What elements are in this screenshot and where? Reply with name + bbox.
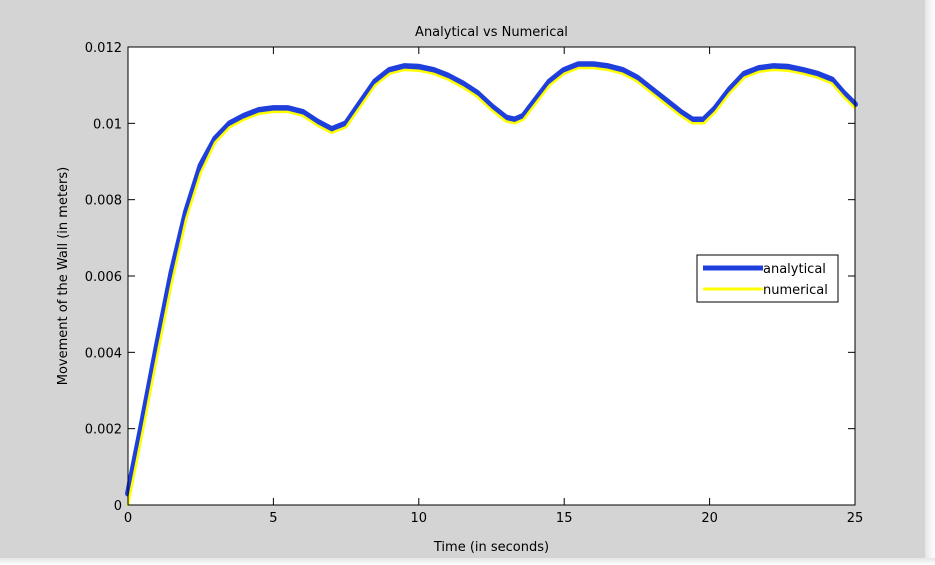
y-tick-label-5: 0.01 — [93, 117, 122, 132]
y-axis-label: Movement of the Wall (in meters) — [56, 167, 71, 385]
window-shadow-right — [925, 0, 935, 565]
x-tick-label-5: 25 — [847, 511, 864, 526]
x-tick-label-1: 5 — [269, 511, 277, 526]
legend-label-analytical: analytical — [763, 262, 826, 277]
x-tick-label-0: 0 — [124, 511, 132, 526]
y-tick-label-1: 0.002 — [85, 423, 122, 438]
y-tick-label-6: 0.012 — [85, 41, 122, 56]
y-tick-label-2: 0.004 — [85, 346, 122, 361]
x-tick-label-4: 20 — [701, 511, 718, 526]
window-shadow-bottom — [0, 558, 935, 565]
chart-title: Analytical vs Numerical — [415, 25, 568, 40]
legend: analytical numerical — [696, 254, 839, 303]
series-layer — [125, 61, 858, 507]
y-tick-label-3: 0.006 — [85, 270, 122, 285]
series-line-numerical — [126, 66, 857, 507]
x-tick-label-3: 15 — [556, 511, 573, 526]
y-tick-label-4: 0.008 — [85, 194, 122, 209]
ticks-layer: 0 5 10 15 20 25 0 0.002 0.004 0.006 0.008 0.01 0.012 — [85, 41, 863, 526]
x-axis-label: Time (in seconds) — [433, 540, 549, 555]
legend-box — [696, 254, 839, 303]
x-tick-label-2: 10 — [411, 511, 428, 526]
y-tick-label-0: 0 — [114, 499, 122, 514]
legend-label-numerical: numerical — [763, 283, 828, 298]
series-line-analytical — [125, 61, 858, 497]
